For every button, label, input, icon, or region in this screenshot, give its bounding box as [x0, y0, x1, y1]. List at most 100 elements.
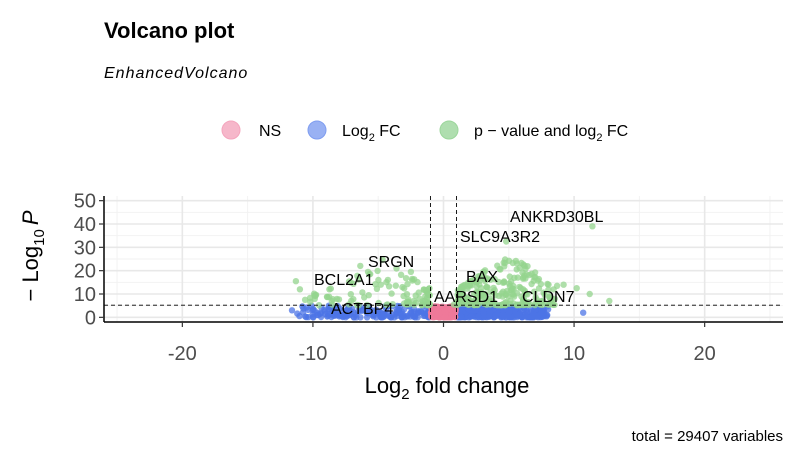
point-both [465, 294, 472, 301]
point-both [520, 296, 527, 304]
point-both [473, 279, 480, 286]
point-fc [393, 312, 400, 320]
point-both [545, 281, 552, 288]
point-both [383, 279, 390, 286]
point-both [325, 293, 333, 300]
point-both [487, 276, 494, 283]
point-both [347, 279, 355, 286]
point-fc [393, 305, 400, 313]
point-both [404, 280, 411, 288]
point-both [423, 295, 431, 302]
point-both [521, 289, 529, 296]
point-fc [337, 312, 345, 319]
point-fc [467, 313, 475, 320]
point-both [482, 278, 489, 285]
point-both [487, 289, 494, 296]
point-both [478, 284, 485, 292]
point-fc [329, 306, 336, 313]
legend-label-ns: NS [259, 123, 281, 140]
point-fc [303, 304, 310, 311]
point-both [589, 223, 596, 230]
legend-label-log2fc: Log2 FC [342, 123, 401, 144]
point-both [510, 293, 518, 300]
point-both [407, 268, 415, 275]
point-both [379, 256, 386, 263]
point-both [586, 290, 593, 298]
legend: NS Log2 FC p − value and log2 FC [221, 120, 628, 144]
point-both [521, 262, 528, 269]
point-both [545, 286, 552, 293]
gene-label: ACTBP4 [331, 301, 393, 318]
point-fc [350, 314, 358, 321]
point-fc [411, 313, 418, 320]
point-both [402, 275, 410, 282]
point-both [501, 256, 509, 263]
point-both [329, 301, 336, 308]
data-points [288, 223, 613, 321]
point-both [510, 285, 517, 293]
point-both [412, 292, 419, 299]
point-both [560, 281, 567, 288]
x-tick-label: 20 [694, 343, 716, 365]
gene-label: CLDN7 [522, 289, 575, 306]
point-both [516, 301, 523, 308]
point-fc [457, 312, 465, 320]
point-both [389, 301, 396, 308]
y-axis-title: − Log10P [18, 210, 48, 301]
point-both [301, 296, 309, 303]
point-both [503, 290, 510, 297]
point-fc [459, 305, 467, 312]
point-both [393, 265, 400, 272]
point-both [366, 271, 373, 278]
point-both [459, 292, 466, 299]
point-fc [506, 313, 513, 321]
point-both [507, 297, 514, 304]
point-both [468, 282, 475, 289]
point-ns [436, 305, 443, 312]
point-both [517, 284, 524, 292]
point-both [347, 291, 354, 298]
point-both [474, 293, 482, 300]
x-tick-label: -20 [168, 343, 197, 365]
point-both [392, 282, 399, 289]
point-fc [410, 306, 418, 313]
point-both [513, 266, 520, 273]
point-both [522, 275, 529, 282]
point-both [573, 285, 580, 292]
point-fc [363, 314, 371, 321]
chart-subtitle: EnhancedVolcano [104, 65, 248, 82]
gene-label: SLC9A3R2 [460, 229, 540, 246]
point-fc [398, 308, 405, 315]
point-both [537, 280, 545, 288]
point-both [519, 269, 526, 276]
point-both [497, 266, 504, 273]
point-fc [379, 311, 386, 319]
point-both [397, 271, 405, 278]
point-ns [441, 314, 448, 321]
point-both [553, 282, 561, 289]
point-fc [387, 314, 395, 321]
gene-label: SRGN [368, 254, 414, 271]
point-fc [334, 302, 341, 310]
gene-label: BAX [466, 269, 498, 286]
point-both [355, 276, 362, 283]
point-fc [359, 306, 366, 314]
point-both [292, 278, 300, 285]
point-ns [452, 306, 459, 314]
point-both [507, 278, 515, 285]
point-ns [447, 305, 454, 313]
point-both [359, 289, 366, 296]
point-fc [523, 314, 531, 321]
point-both [361, 294, 368, 301]
point-both [315, 302, 323, 309]
point-both [420, 286, 428, 293]
point-both [357, 262, 364, 270]
point-fc [310, 314, 317, 321]
x-tick-label: -10 [298, 343, 327, 365]
point-both [296, 286, 304, 293]
point-fc [407, 313, 414, 320]
point-fc [370, 313, 377, 320]
point-both [531, 288, 538, 295]
point-fc [538, 307, 545, 314]
